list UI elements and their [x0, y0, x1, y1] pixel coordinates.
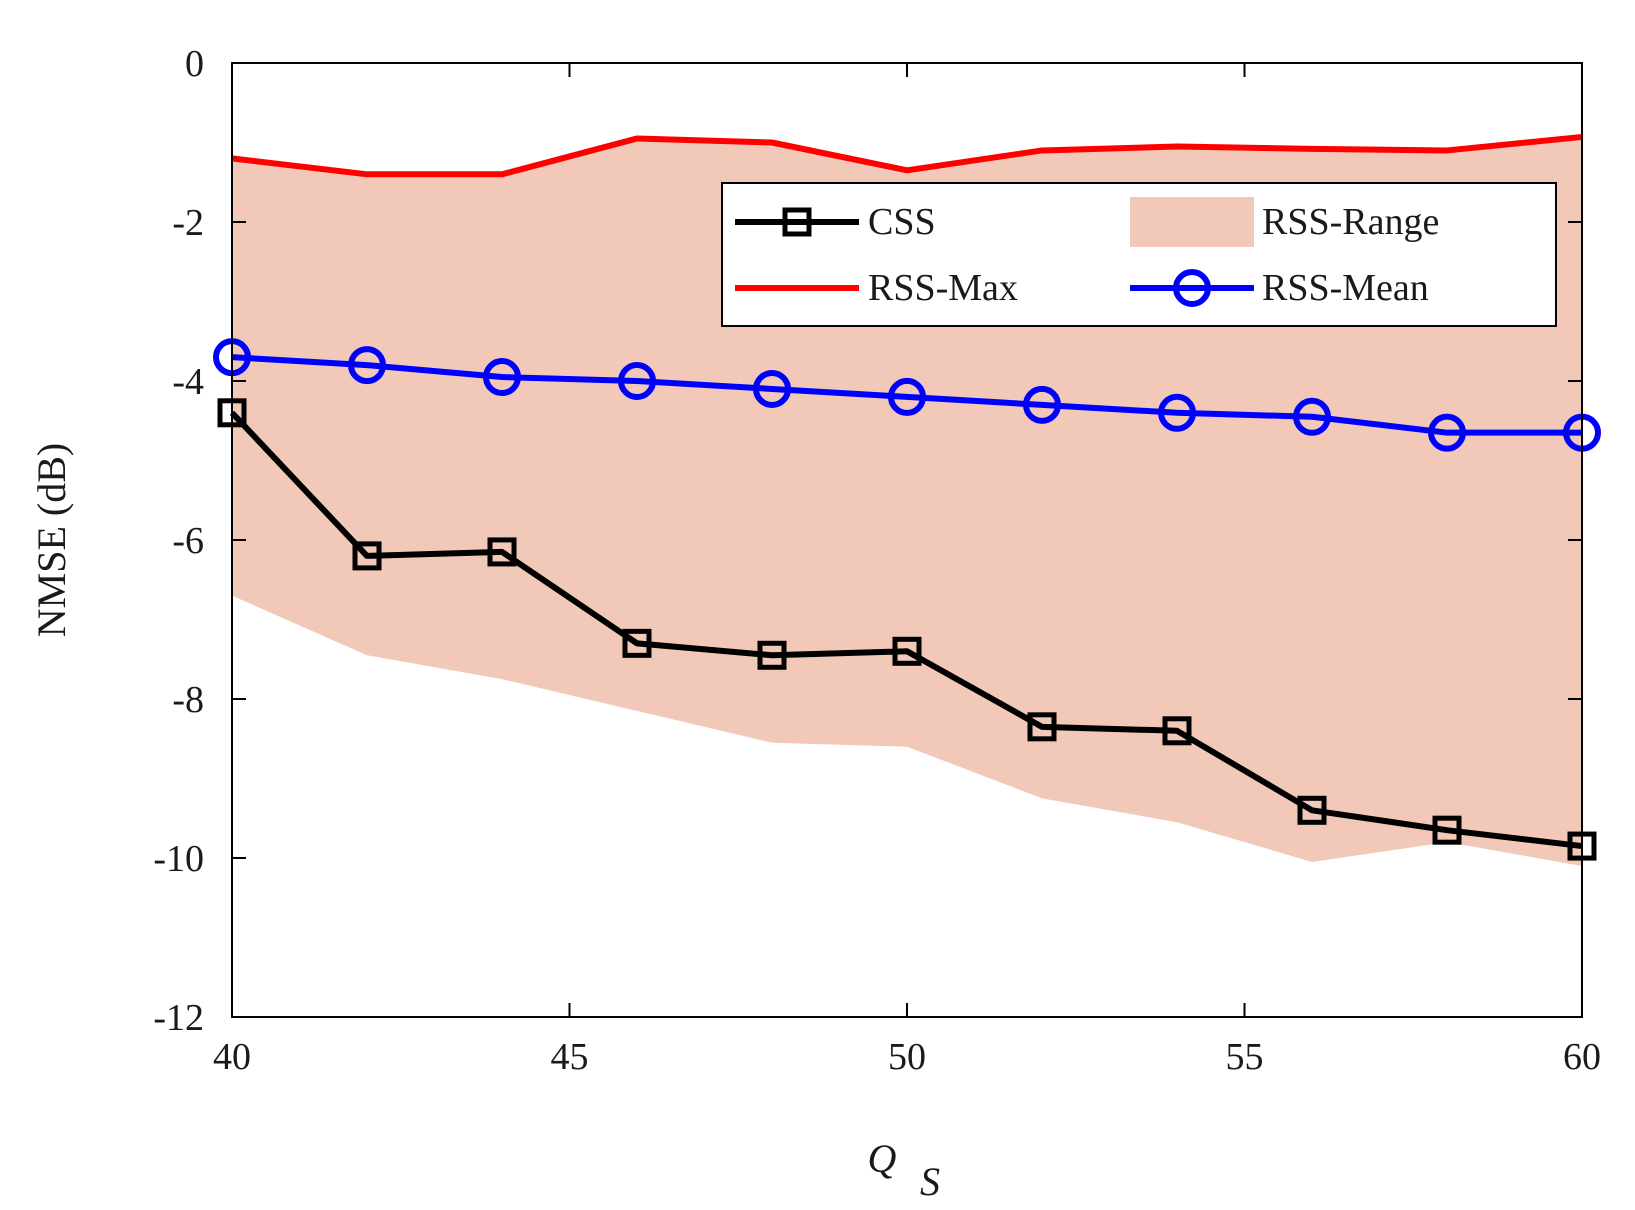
rss-mean-point: [1428, 413, 1466, 452]
x-tick-label: 55: [1226, 1036, 1264, 1078]
css-point: [1162, 716, 1192, 746]
x-axis-label-subscript: S: [920, 1159, 940, 1204]
y-tick-label: -8: [172, 679, 204, 721]
legend: CSS RSS-Range RSS-Max RSS-Mean: [721, 182, 1557, 327]
x-tick-label: 60: [1563, 1036, 1601, 1078]
legend-label-css: CSS: [868, 201, 936, 243]
legend-label-rss-range: RSS-Range: [1262, 201, 1439, 243]
css-point: [1297, 795, 1327, 825]
css-point: [1432, 815, 1462, 845]
series-lines-layer: [229, 133, 1583, 850]
rss-mean-point: [1023, 385, 1061, 424]
rss-mean-line: [231, 354, 1582, 436]
y-axis-label: NMSE (dB): [29, 443, 74, 637]
css-line: [229, 410, 1583, 850]
y-tick-label: 0: [185, 43, 204, 85]
rss-mean-point: [483, 358, 521, 397]
css-point: [352, 541, 382, 571]
css-point: [622, 628, 652, 658]
axis-labels: NMSE (dB) QS: [29, 443, 940, 1204]
x-tick-label: 40: [213, 1036, 251, 1078]
css-point: [1027, 712, 1057, 742]
axes: 40 45 50 55 60 0 -2 -4 -6 -8 -10 -12: [153, 43, 1601, 1078]
rss-mean-point: [753, 369, 791, 408]
legend-label-rss-mean: RSS-Mean: [1262, 267, 1429, 309]
rss-mean-point: [1158, 393, 1196, 432]
x-tick-label: 45: [551, 1036, 589, 1078]
legend-marker-rss-mean: [1173, 269, 1211, 307]
legend-marker-css: [782, 207, 812, 237]
rss-mean-point: [348, 346, 386, 385]
series-markers-layer: [213, 338, 1601, 861]
y-tick-label: -2: [172, 202, 204, 244]
rss-mean-point: [888, 377, 926, 416]
rss-max-line: [231, 133, 1583, 178]
css-point: [757, 640, 787, 670]
css-point: [892, 636, 922, 666]
legend-label-rss-max: RSS-Max: [868, 267, 1018, 309]
y-tick-label: -12: [153, 997, 204, 1039]
css-point: [487, 537, 517, 567]
rss-mean-point: [618, 362, 656, 400]
legend-swatch-rss-range: [1130, 197, 1254, 247]
rss-mean-point: [1293, 397, 1331, 436]
x-axis-label: Q: [868, 1136, 897, 1181]
y-tick-label: -4: [172, 361, 204, 403]
y-tick-label: -10: [153, 838, 204, 880]
x-tick-label: 50: [888, 1036, 926, 1078]
y-tick-label: -6: [172, 520, 204, 562]
